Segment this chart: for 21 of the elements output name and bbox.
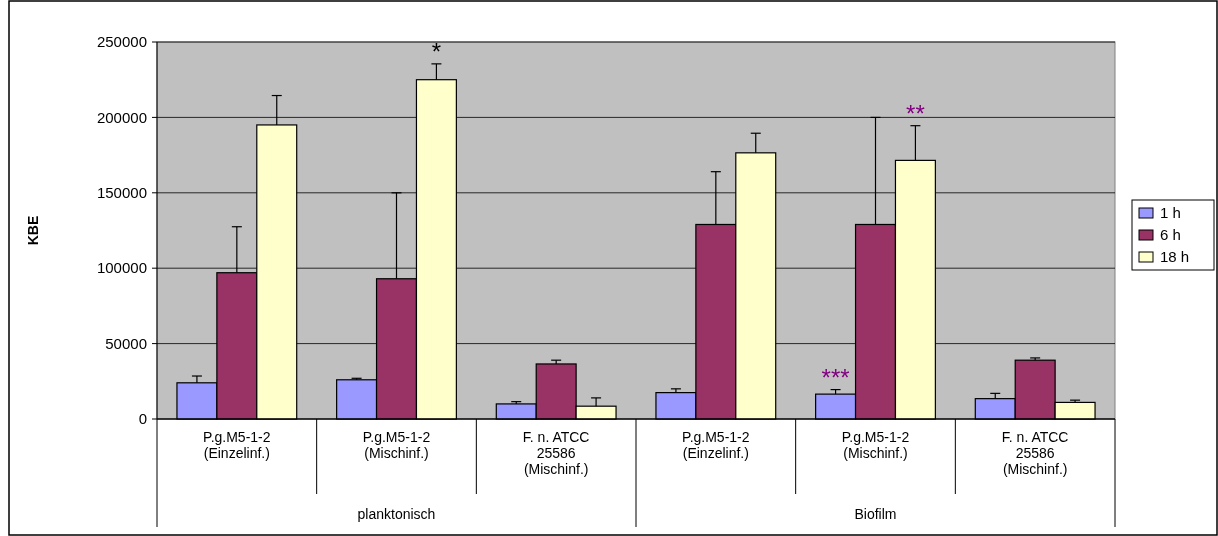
- annotation: *: [431, 37, 442, 65]
- y-tick-label: 150000: [96, 184, 147, 202]
- x-tick-label: P.g.M5-1-2 (Einzelinf.): [682, 429, 750, 461]
- annotation: ***: [821, 363, 850, 391]
- text: Biofilm: [854, 506, 897, 522]
- y-tick-label: 100000: [96, 259, 147, 277]
- annotation: **: [906, 99, 925, 127]
- y-tick-label: 0: [138, 410, 147, 428]
- y-tick-label: 200000: [96, 108, 147, 126]
- legend-label: 6 h: [1160, 226, 1181, 244]
- x-tick-label: F. n. ATCC 25586 (Mischinf.): [522, 429, 590, 477]
- x-tick-label: F. n. ATCC 25586 (Mischinf.): [1001, 429, 1069, 477]
- x-tick-label: P.g.M5-1-2 (Mischinf.): [362, 429, 431, 461]
- legend-label: 18 h: [1160, 248, 1190, 266]
- text: planktonisch: [357, 506, 436, 522]
- y-tick-label: 50000: [105, 334, 147, 352]
- x-tick-label: P.g.M5-1-2 (Mischinf.): [841, 429, 910, 461]
- y-tick-label: 250000: [96, 33, 147, 51]
- legend-label: 1 h: [1160, 204, 1181, 222]
- x-tick-label: P.g.M5-1-2 (Einzelinf.): [203, 429, 271, 461]
- y-axis-title: KBE: [25, 215, 41, 246]
